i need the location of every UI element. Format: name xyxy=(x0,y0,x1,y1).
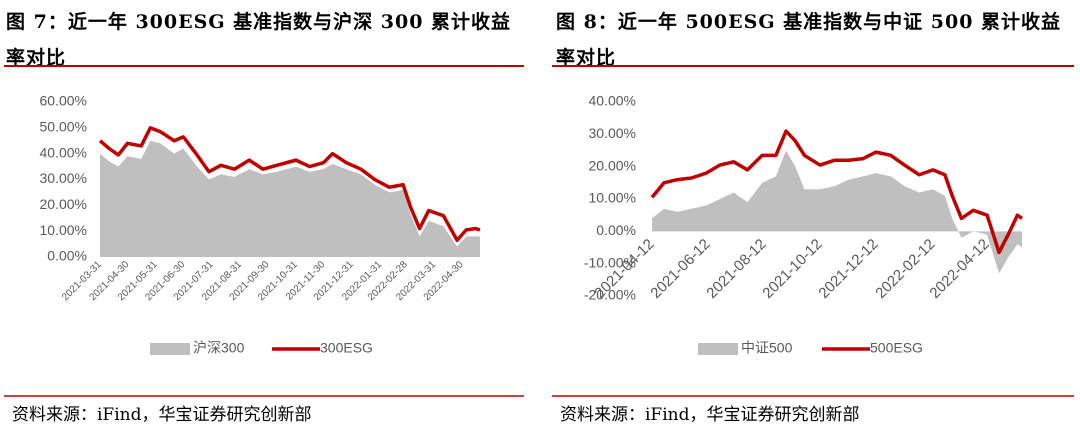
y-tick-label: 20.00% xyxy=(589,157,636,173)
x-tick-label: 2021-06-12 xyxy=(647,236,713,302)
source-note: 资料来源：iFind，华宝证券研究创新部 xyxy=(560,405,860,425)
legend-label: 300ESG xyxy=(320,340,373,356)
x-tick-label: 2021-08-12 xyxy=(703,236,769,302)
x-tick-label: 2021-12-12 xyxy=(815,236,881,302)
area xyxy=(652,150,1022,274)
legend-swatch xyxy=(150,343,190,355)
y-tick-label: 10.00% xyxy=(40,222,87,238)
line xyxy=(650,129,1024,255)
y-tick-label: 0.00% xyxy=(47,248,87,264)
source-note: 资料来源：iFind，华宝证券研究创新部 xyxy=(12,405,312,425)
y-tick-label: 30.00% xyxy=(40,170,87,186)
y-tick-label: 0.00% xyxy=(596,222,636,238)
y-tick-label: 60.00% xyxy=(40,93,87,109)
area xyxy=(100,140,480,257)
x-tick-label: 2021-10-12 xyxy=(759,236,825,302)
y-tick-label: -10.00% xyxy=(584,254,636,270)
chart-title: 图 8：近一年 500ESG 基准指数与中证 500 累计收益率对比 xyxy=(556,11,1062,69)
y-tick-label: -20.00% xyxy=(584,287,636,303)
y-tick-label: 20.00% xyxy=(40,196,87,212)
legend-label: 沪深300 xyxy=(193,340,245,356)
y-tick-label: 40.00% xyxy=(589,93,636,109)
legend-label: 500ESG xyxy=(870,340,923,356)
y-tick-label: 30.00% xyxy=(589,125,636,141)
line xyxy=(98,126,481,242)
chart-title: 图 7：近一年 300ESG 基准指数与沪深 300 累计收益率对比 xyxy=(6,11,512,69)
y-tick-label: 10.00% xyxy=(589,190,636,206)
legend-label: 中证500 xyxy=(741,340,793,356)
y-tick-label: 40.00% xyxy=(40,144,87,160)
y-tick-label: 50.00% xyxy=(40,119,87,135)
legend-swatch xyxy=(698,343,738,355)
